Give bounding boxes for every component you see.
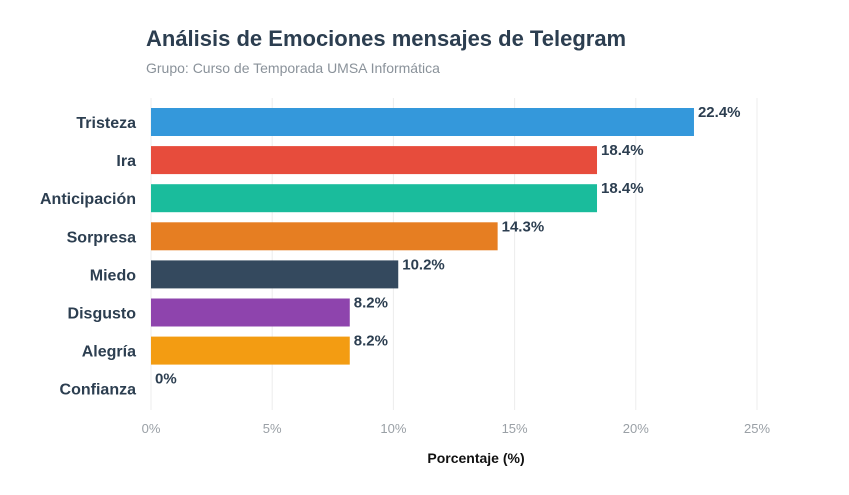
bar <box>151 184 598 213</box>
x-tick-label: 10% <box>380 421 406 436</box>
bars <box>151 108 694 365</box>
bar <box>151 260 399 289</box>
value-label: 8.2% <box>354 333 388 350</box>
bar <box>151 146 598 175</box>
x-tick-label: 0% <box>142 421 161 436</box>
category-label: Alegría <box>82 344 136 361</box>
bar <box>151 298 350 327</box>
category-label: Sorpresa <box>67 229 136 246</box>
value-label: 0% <box>155 371 177 388</box>
bar <box>151 108 694 136</box>
category-label: Ira <box>116 153 136 170</box>
x-tick-label: 15% <box>502 421 528 436</box>
value-label: 10.2% <box>402 256 445 273</box>
x-tick-label: 25% <box>744 421 770 436</box>
bar <box>151 336 350 365</box>
category-label: Confianza <box>60 382 137 399</box>
chart-title: Análisis de Emociones mensajes de Telegr… <box>146 26 626 51</box>
category-labels: Tristeza Ira Anticipación Sorpresa Miedo Disg… <box>40 115 136 399</box>
bar <box>151 222 498 251</box>
category-label: Anticipación <box>40 191 136 208</box>
value-labels: 22.4% 18.4% 18.4% 14.3% 10.2% 8.2% 8.2% 0% <box>155 104 741 388</box>
value-label: 18.4% <box>601 142 644 159</box>
chart-subtitle: Grupo: Curso de Temporada UMSA Informáti… <box>146 60 440 76</box>
x-tick-label: 20% <box>623 421 649 436</box>
value-label: 18.4% <box>601 180 644 197</box>
value-label: 14.3% <box>502 218 545 235</box>
x-axis-title: Porcentaje (%) <box>427 450 524 466</box>
value-label: 22.4% <box>698 104 741 121</box>
value-label: 8.2% <box>354 295 388 312</box>
category-label: Tristeza <box>76 115 136 132</box>
x-tick-labels: 0% 5% 10% 15% 20% 25% <box>142 421 771 436</box>
category-label: Miedo <box>90 267 136 284</box>
category-label: Disgusto <box>68 306 137 323</box>
x-tick-label: 5% <box>263 421 282 436</box>
